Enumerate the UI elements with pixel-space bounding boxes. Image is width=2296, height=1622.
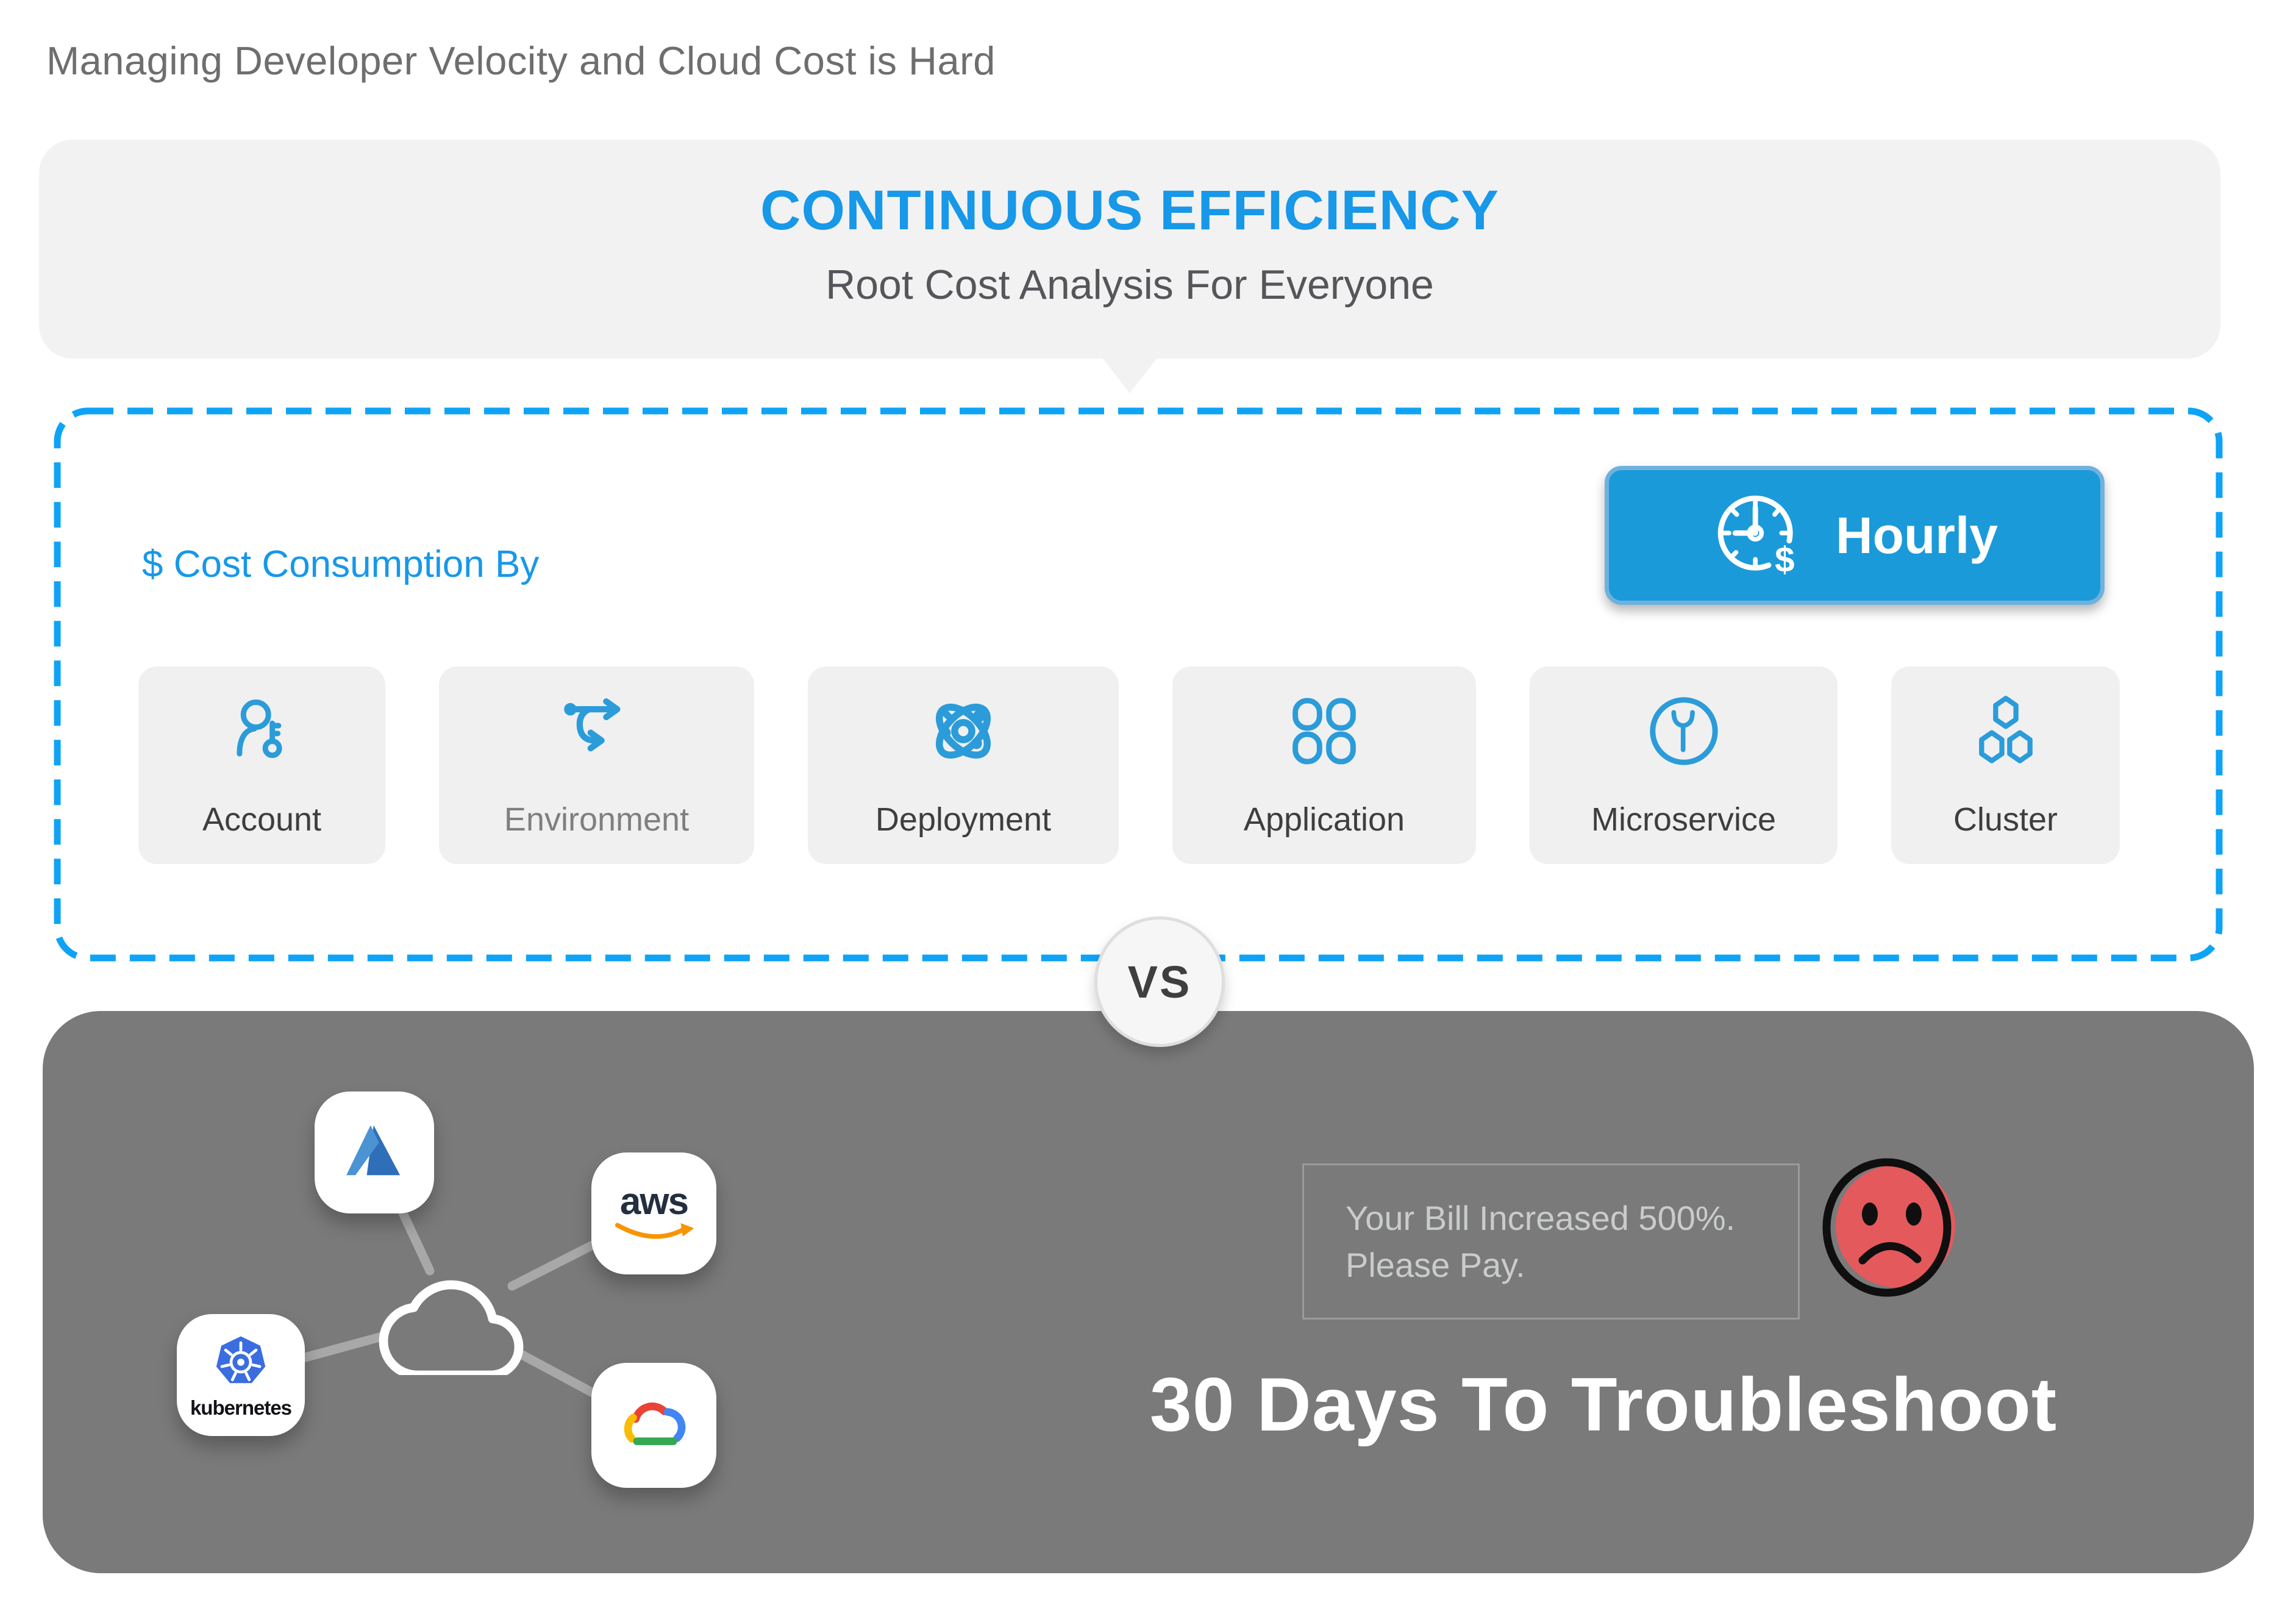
kubernetes-logo	[216, 1336, 266, 1384]
bill-notice: Your Bill Increased 500%. Please Pay.	[1302, 1163, 1800, 1320]
cost-consumption-panel: $ Cost Consumption By $	[54, 407, 2223, 962]
banner-pointer-notch	[1102, 358, 1157, 393]
card-microservice[interactable]: Microservice	[1530, 666, 1838, 864]
banner-subheading: Root Cost Analysis For Everyone	[825, 262, 1434, 308]
comparison-panel: aws kubernetes	[43, 1011, 2254, 1573]
sad-face-icon	[1822, 1158, 1955, 1297]
troubleshoot-headline: 30 Days To Troubleshoot	[1149, 1363, 2058, 1447]
wrench-circle-icon	[1649, 697, 1718, 765]
user-key-icon	[236, 699, 282, 759]
aws-wordmark: aws	[619, 1181, 689, 1223]
section-label: $ Cost Consumption By	[142, 543, 540, 585]
google-cloud-tile	[591, 1363, 716, 1488]
bill-line-2: Please Pay.	[1346, 1246, 1525, 1284]
aws-tile: aws	[591, 1152, 716, 1274]
card-cluster[interactable]: Cluster	[1891, 666, 2120, 864]
card-label: Application	[1243, 801, 1405, 838]
continuous-efficiency-banner: CONTINUOUS EFFICIENCY Root Cost Analysis…	[39, 140, 2220, 393]
aws-smile-arrow-icon	[615, 1223, 694, 1239]
branch-flow-icon	[563, 698, 620, 752]
dimension-cards: Account Environment	[138, 666, 2120, 864]
card-application[interactable]: Application	[1172, 666, 1476, 864]
card-environment[interactable]: Environment	[439, 666, 754, 864]
card-label: Deployment	[875, 801, 1052, 838]
card-label: Microservice	[1591, 801, 1777, 838]
vs-badge: VS	[1094, 916, 1225, 1047]
clover-grid-icon	[1292, 698, 1356, 765]
card-label: Cluster	[1953, 801, 2058, 838]
kubernetes-wordmark: kubernetes	[190, 1396, 292, 1419]
google-cloud-logo	[624, 1402, 685, 1445]
azure-logo	[346, 1125, 401, 1176]
cloud-icon	[379, 1280, 524, 1375]
bill-line-1: Your Bill Increased 500%.	[1346, 1198, 1736, 1237]
banner-heading: CONTINUOUS EFFICIENCY	[760, 179, 1499, 241]
vs-label: VS	[1127, 956, 1192, 1007]
hexagon-cluster-icon	[1978, 696, 2033, 763]
atom-icon	[935, 703, 991, 759]
card-account[interactable]: Account	[138, 666, 385, 864]
card-label: Account	[202, 801, 322, 838]
kubernetes-tile: kubernetes	[177, 1314, 305, 1436]
clock-dollar-icon: $	[1717, 495, 1795, 580]
page-title: Managing Developer Velocity and Cloud Co…	[46, 38, 996, 83]
card-deployment[interactable]: Deployment	[808, 666, 1119, 864]
hourly-label: Hourly	[1835, 506, 1998, 564]
azure-tile	[315, 1091, 434, 1213]
hourly-toggle-button[interactable]: $ Hourly	[1605, 466, 2105, 605]
dollar-glyph: $	[1775, 540, 1794, 580]
card-label: Environment	[504, 801, 690, 838]
